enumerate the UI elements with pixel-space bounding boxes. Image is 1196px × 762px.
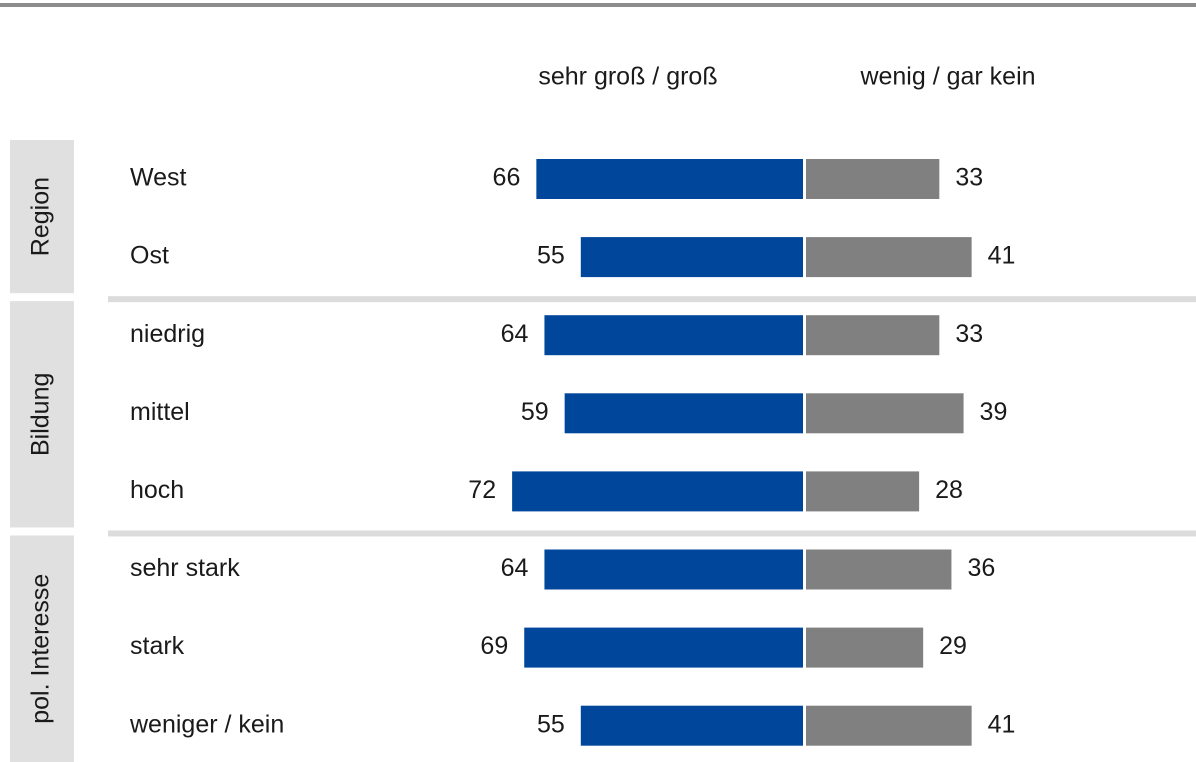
group-label: pol. Interesse bbox=[27, 574, 55, 724]
bar bbox=[806, 627, 924, 668]
category-label: hoch bbox=[130, 476, 184, 504]
bar bbox=[806, 549, 952, 590]
group-box bbox=[10, 535, 74, 762]
group-separator bbox=[108, 296, 1196, 303]
category-label: stark bbox=[130, 632, 185, 660]
value-label: 66 bbox=[493, 164, 521, 192]
bar bbox=[544, 549, 803, 590]
category-label: sehr stark bbox=[130, 554, 240, 582]
value-label: 55 bbox=[537, 710, 565, 738]
group-label: Region bbox=[27, 177, 55, 256]
value-label: 39 bbox=[980, 398, 1008, 426]
bar bbox=[580, 705, 803, 746]
column-header: sehr groß / groß bbox=[538, 63, 717, 91]
group-separator bbox=[108, 530, 1196, 537]
category-label: Ost bbox=[130, 242, 169, 270]
group-label: Bildung bbox=[27, 373, 55, 456]
bar bbox=[806, 315, 940, 356]
group-box bbox=[10, 140, 74, 294]
bar bbox=[544, 315, 803, 356]
top-rule bbox=[0, 3, 1196, 7]
bar bbox=[524, 627, 803, 668]
value-label: 36 bbox=[967, 554, 995, 582]
bar bbox=[806, 393, 964, 434]
category-label: weniger / kein bbox=[129, 710, 284, 738]
value-label: 33 bbox=[955, 164, 983, 192]
value-label: 64 bbox=[501, 320, 529, 348]
group-box bbox=[10, 301, 74, 528]
bar bbox=[806, 159, 940, 199]
value-label: 28 bbox=[935, 476, 963, 504]
value-label: 72 bbox=[468, 476, 496, 504]
column-header: wenig / gar kein bbox=[859, 63, 1035, 91]
value-label: 29 bbox=[939, 632, 967, 660]
bar bbox=[564, 393, 803, 434]
value-label: 64 bbox=[501, 554, 529, 582]
bar bbox=[806, 471, 920, 512]
value-label: 55 bbox=[537, 242, 565, 270]
value-label: 41 bbox=[988, 242, 1016, 270]
bar bbox=[536, 159, 803, 199]
value-label: 59 bbox=[521, 398, 549, 426]
value-label: 41 bbox=[988, 710, 1016, 738]
bar bbox=[512, 471, 803, 512]
value-label: 33 bbox=[955, 320, 983, 348]
bar bbox=[806, 237, 972, 278]
bar bbox=[806, 705, 972, 746]
category-label: niedrig bbox=[130, 320, 205, 348]
value-label: 69 bbox=[480, 632, 508, 660]
category-label: mittel bbox=[130, 398, 190, 426]
bar bbox=[580, 237, 803, 278]
category-label: West bbox=[130, 164, 187, 192]
